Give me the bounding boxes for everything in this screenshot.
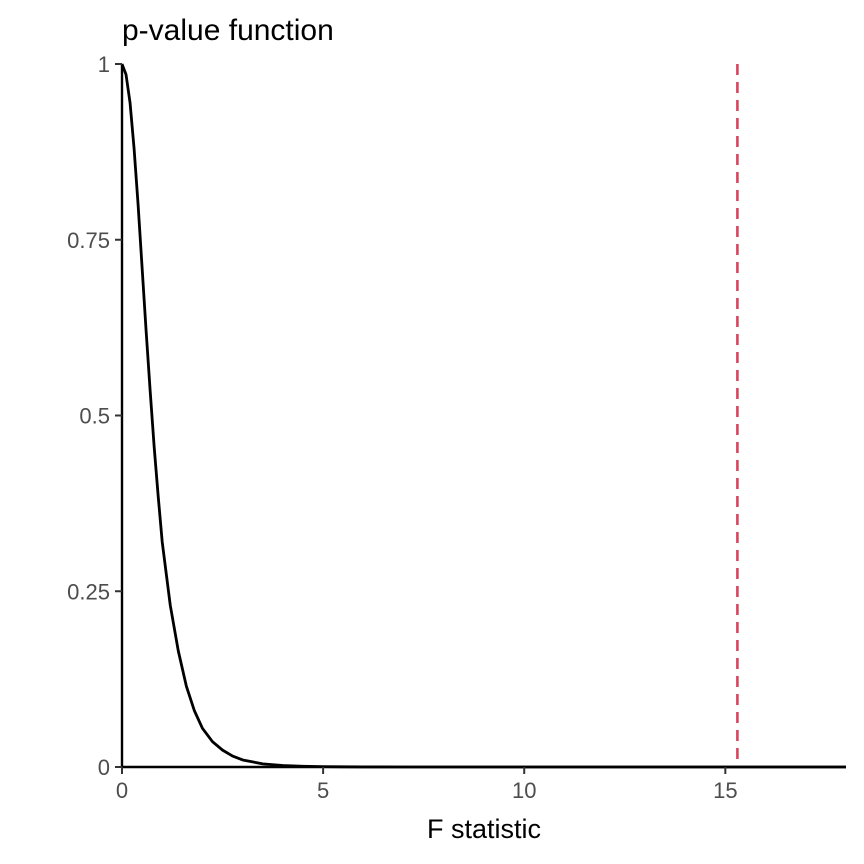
y-tick-label: 0.75 — [67, 228, 110, 253]
x-tick-label: 10 — [512, 778, 536, 803]
y-tick-label: 0.25 — [67, 579, 110, 604]
y-tick-label: 0.5 — [79, 404, 110, 429]
x-tick-label: 5 — [317, 778, 329, 803]
x-tick-label: 15 — [713, 778, 737, 803]
y-tick-label: 0 — [98, 755, 110, 780]
x-tick-label: 0 — [116, 778, 128, 803]
chart-title: p-value function — [122, 14, 334, 47]
y-tick-label: 1 — [98, 52, 110, 77]
x-axis-title: F statistic — [427, 814, 541, 844]
